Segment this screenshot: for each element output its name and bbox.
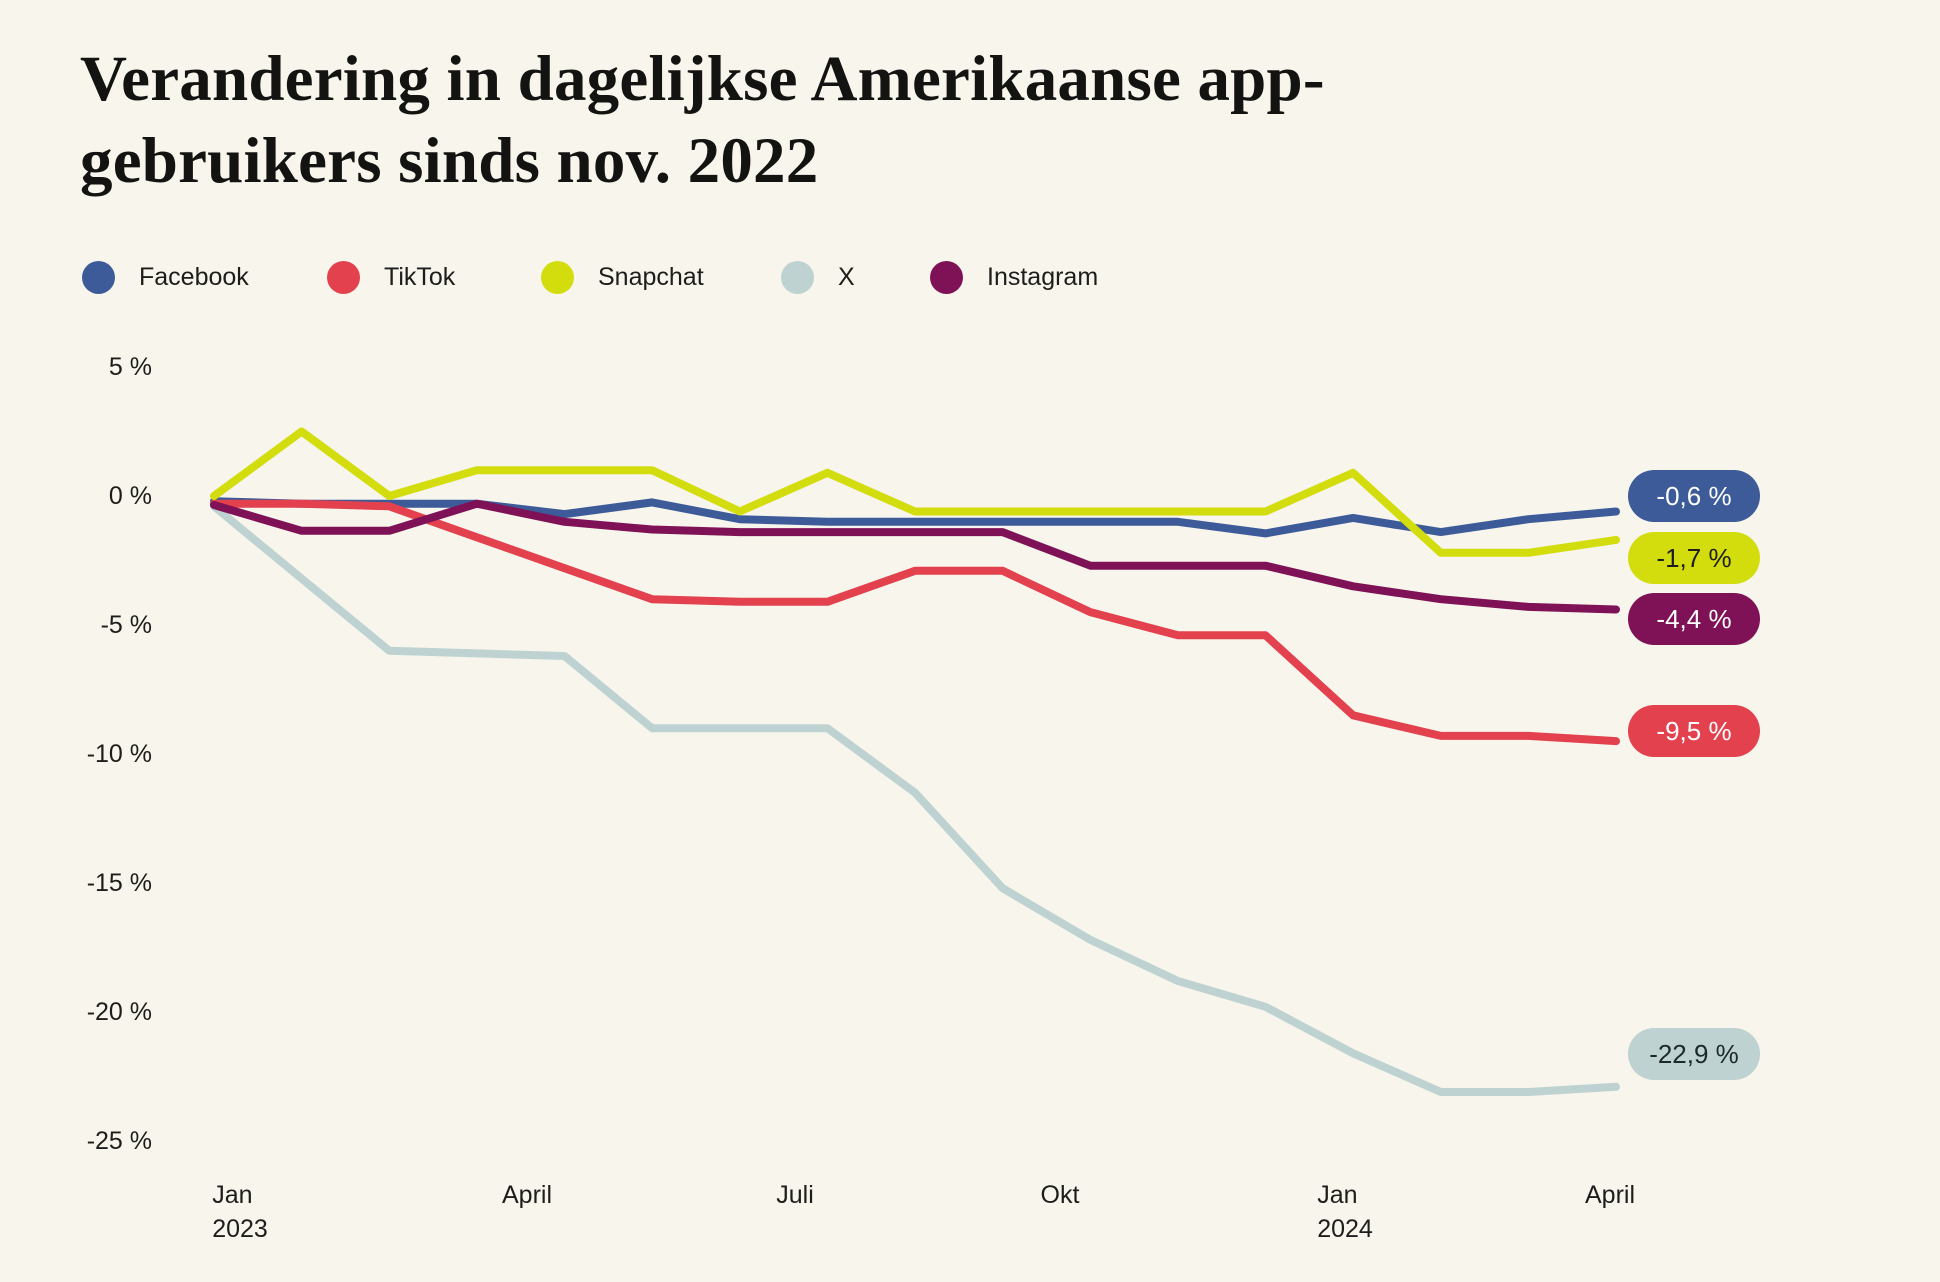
y-axis-tick--25: -25 % xyxy=(86,1127,152,1155)
tiktok-value-badge: -9,5 % xyxy=(1628,705,1760,757)
y-axis-tick-5: 5 % xyxy=(108,353,152,381)
legend-item-x: X xyxy=(781,259,855,295)
chart-legend: Facebook TikTok Snapchat X Instagram xyxy=(0,259,1940,299)
x-value-badge: -22,9 % xyxy=(1628,1028,1760,1080)
line-series-x xyxy=(210,502,1620,1096)
legend-item-facebook: Facebook xyxy=(82,259,249,295)
y-axis-tick--10: -10 % xyxy=(86,740,152,768)
legend-label-snapchat: Snapchat xyxy=(598,262,704,291)
x-axis-tick-jan-2024: Jan 2024 xyxy=(1317,1181,1373,1243)
facebook-dot-icon xyxy=(82,260,115,294)
facebook-value-badge: -0,6 % xyxy=(1628,470,1760,522)
y-axis-tick--20: -20 % xyxy=(86,998,152,1026)
x-axis-tick-april-2024: April xyxy=(1584,1181,1636,1209)
line-series-snapchat xyxy=(210,427,1620,557)
snapchat-value-badge: -1,7 % xyxy=(1628,532,1760,584)
x-axis-tick-okt-2023: Okt xyxy=(1040,1181,1080,1209)
page-title-line1: Verandering in dagelijkse Amerikaanse ap… xyxy=(80,43,1325,115)
tiktok-dot-icon xyxy=(327,260,360,294)
y-axis-tick--5: -5 % xyxy=(100,611,152,639)
page-title: Verandering in dagelijkse Amerikaanse ap… xyxy=(80,38,1325,202)
line-series-facebook xyxy=(210,497,1620,538)
legend-item-tiktok: TikTok xyxy=(327,259,455,295)
legend-label-x: X xyxy=(838,262,855,291)
x-axis-tick-jan-2023: Jan 2023 xyxy=(212,1181,268,1243)
snapchat-dot-icon xyxy=(541,260,574,294)
instagram-value-badge: -4,4 % xyxy=(1628,593,1760,645)
x-dot-icon xyxy=(781,260,814,294)
instagram-dot-icon xyxy=(930,260,963,294)
line-series-instagram xyxy=(210,499,1620,614)
x-axis-tick-april-2023: April xyxy=(501,1181,553,1209)
y-axis-tick-0: 0 % xyxy=(108,482,152,510)
x-axis-tick-juli-2023: Juli xyxy=(776,1181,814,1209)
legend-item-instagram: Instagram xyxy=(930,259,1098,295)
legend-label-facebook: Facebook xyxy=(139,262,249,291)
page-title-line2: gebruikers sinds nov. 2022 xyxy=(80,125,819,197)
legend-label-instagram: Instagram xyxy=(987,262,1099,291)
line-series-tiktok xyxy=(210,499,1620,746)
y-axis-tick--15: -15 % xyxy=(86,869,152,897)
legend-label-tiktok: TikTok xyxy=(384,262,456,291)
legend-item-snapchat: Snapchat xyxy=(541,259,704,295)
